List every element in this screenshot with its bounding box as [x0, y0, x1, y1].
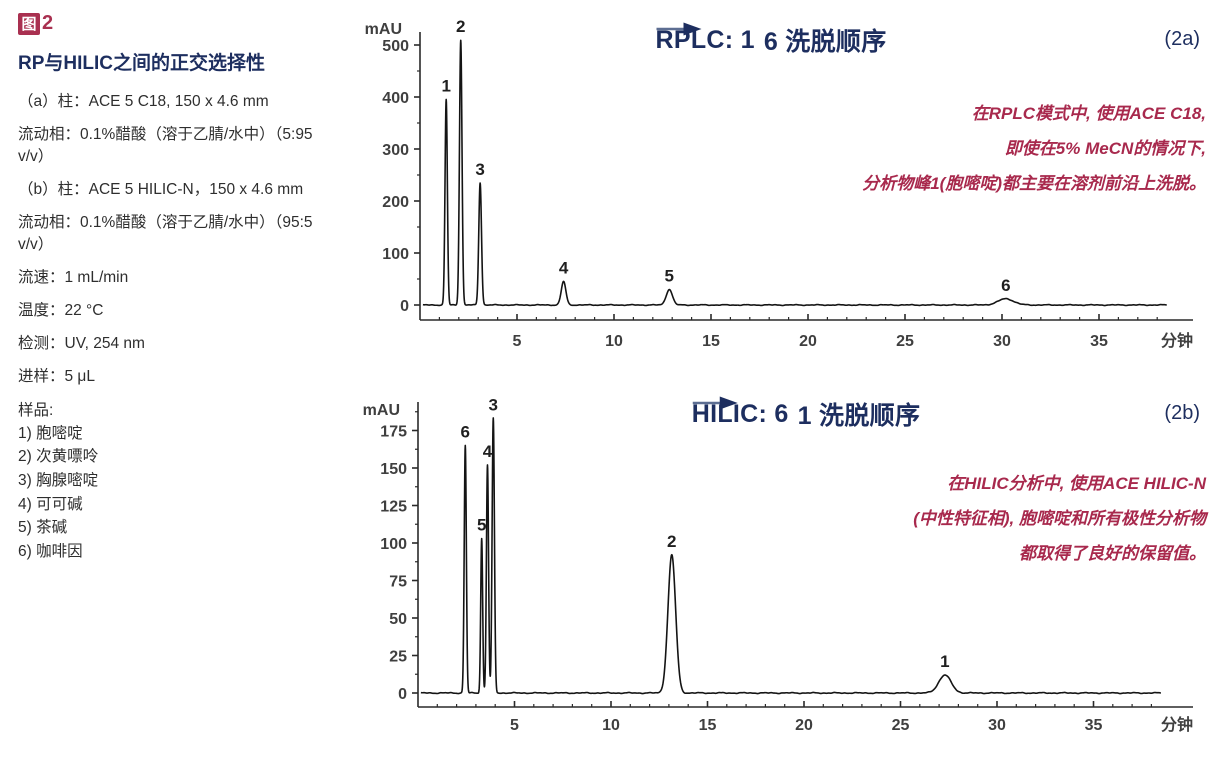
peak-label-5: 5 [477, 516, 486, 535]
sample-item: 6) 咖啡因 [18, 542, 83, 560]
svg-text:50: 50 [389, 611, 407, 628]
svg-text:500: 500 [382, 38, 409, 55]
hilic-title-suffix: 1 洗脱顺序 [797, 402, 921, 430]
sample-item: 2) 次黄嘌呤 [18, 448, 99, 466]
condition-line: 流动相：0.1%醋酸（溶于乙腈/水中）（95:5 v/v） [18, 213, 313, 253]
sample-list-header: 样品: [18, 401, 54, 419]
rplc-chart-title: RPLC: 1 6 洗脱顺序 [656, 22, 887, 58]
peak-label-2: 2 [667, 532, 676, 551]
svg-text:分钟: 分钟 [1161, 715, 1193, 734]
annotation-line: 在HILIC分析中, 使用ACE HILIC-N [947, 474, 1206, 493]
svg-text:mAU: mAU [363, 402, 400, 419]
peak-label-4: 4 [559, 259, 569, 278]
svg-text:200: 200 [382, 194, 409, 211]
sample-list: 1) 胞嘧啶 2) 次黄嘌呤 3) 胸腺嘧啶 4) 可可碱 5) 茶碱 6) 咖啡因 [18, 422, 330, 563]
peak-label-2: 2 [456, 17, 465, 36]
peak-label-6: 6 [1001, 276, 1010, 295]
svg-text:10: 10 [605, 333, 623, 350]
condition-line: 温度：22 °C [18, 301, 104, 319]
svg-text:5: 5 [513, 333, 522, 350]
svg-text:125: 125 [380, 499, 407, 516]
figure-number: 2 [42, 12, 54, 34]
annotation-line: 在RPLC模式中, 使用ACE C18, [971, 104, 1206, 123]
annotation-line: (中性特征相), 胞嘧啶和所有极性分析物 [913, 509, 1206, 528]
condition-list: （a）柱：ACE 5 C18, 150 x 4.6 mm 流动相：0.1%醋酸（溶… [18, 91, 330, 388]
chromatogram-hilic: 0 25 50 75 100 125 150 175 5 10 15 20 25 30 35 mAU 分钟 6 5 4… [350, 380, 1216, 759]
svg-text:25: 25 [892, 717, 910, 734]
rplc-trace [422, 39, 1168, 307]
condition-line: 流速：1 mL/min [18, 268, 129, 286]
panel-label-2a: (2a) [1164, 28, 1200, 50]
figure-title: RP与HILIC之间的正交选择性 [18, 53, 266, 74]
svg-text:25: 25 [896, 333, 914, 350]
peak-label-1: 1 [441, 77, 450, 96]
peak-label-3: 3 [475, 160, 484, 179]
sample-item: 1) 胞嘧啶 [18, 424, 83, 442]
peak-label-3: 3 [489, 396, 498, 415]
chromatogram-rplc: 0 100 200 300 400 500 5 10 15 20 25 30 35 mAU 分钟 1 2 3 4 5 6… [350, 8, 1216, 360]
figure-label-icon: 图 [18, 12, 40, 35]
svg-text:35: 35 [1090, 333, 1108, 350]
elution-order-arrow-icon [656, 22, 702, 36]
svg-text:15: 15 [699, 717, 717, 734]
hilic-plot: 0 25 50 75 100 125 150 175 5 10 15 20 25 30 35 mAU 分钟 6 5 4… [363, 396, 1193, 734]
rplc-plot: 0 100 200 300 400 500 5 10 15 20 25 30 35 mAU 分钟 1 2 3 4 5 6 [365, 17, 1193, 350]
svg-text:30: 30 [993, 333, 1011, 350]
svg-text:25: 25 [389, 649, 407, 666]
rplc-title-suffix: 6 洗脱顺序 [763, 28, 887, 56]
svg-text:0: 0 [398, 686, 407, 703]
svg-text:100: 100 [382, 246, 409, 263]
svg-text:20: 20 [795, 717, 813, 734]
svg-text:150: 150 [380, 461, 407, 478]
rplc-annotation: 在RPLC模式中, 使用ACE C18, 即使在5% MeCN的情况下, 分析物峰1… [862, 96, 1206, 201]
svg-text:5: 5 [510, 717, 519, 734]
condition-line: 检测：UV, 254 nm [18, 334, 145, 352]
peak-label-1: 1 [940, 652, 949, 671]
annotation-line: 即使在5% MeCN的情况下, [1004, 139, 1206, 158]
condition-line: （b）柱：ACE 5 HILIC-N，150 x 4.6 mm [18, 180, 304, 198]
svg-text:mAU: mAU [365, 21, 402, 38]
elution-order-arrow-icon [692, 396, 738, 410]
peak-label-5: 5 [665, 266, 674, 285]
sample-item: 5) 茶碱 [18, 519, 68, 537]
svg-text:0: 0 [400, 298, 409, 315]
svg-text:20: 20 [799, 333, 817, 350]
sample-item: 4) 可可碱 [18, 495, 83, 513]
peak-label-4: 4 [483, 442, 493, 461]
peak-label-6: 6 [461, 423, 470, 442]
svg-text:300: 300 [382, 142, 409, 159]
sample-item: 3) 胸腺嘧啶 [18, 471, 99, 489]
annotation-line: 分析物峰1(胞嘧啶)都主要在溶剂前沿上洗脱。 [862, 174, 1206, 193]
condition-line: 流动相：0.1%醋酸（溶于乙腈/水中）（5:95 v/v） [18, 125, 313, 165]
panel-label-2b: (2b) [1164, 402, 1200, 424]
hilic-chart-title: HILIC: 6 1 洗脱顺序 [692, 396, 921, 432]
annotation-line: 都取得了良好的保留值。 [1019, 544, 1206, 563]
svg-text:30: 30 [988, 717, 1006, 734]
condition-line: 进样：5 μL [18, 367, 95, 385]
svg-text:35: 35 [1085, 717, 1103, 734]
svg-text:175: 175 [380, 424, 407, 441]
svg-text:400: 400 [382, 90, 409, 107]
svg-text:10: 10 [602, 717, 620, 734]
hilic-annotation: 在HILIC分析中, 使用ACE HILIC-N (中性特征相), 胞嘧啶和所有极… [913, 466, 1206, 571]
condition-line: （a）柱：ACE 5 C18, 150 x 4.6 mm [18, 92, 269, 110]
svg-text:分钟: 分钟 [1161, 331, 1193, 350]
hilic-trace [420, 417, 1162, 695]
svg-text:15: 15 [702, 333, 720, 350]
svg-text:100: 100 [380, 536, 407, 553]
svg-text:75: 75 [389, 574, 407, 591]
